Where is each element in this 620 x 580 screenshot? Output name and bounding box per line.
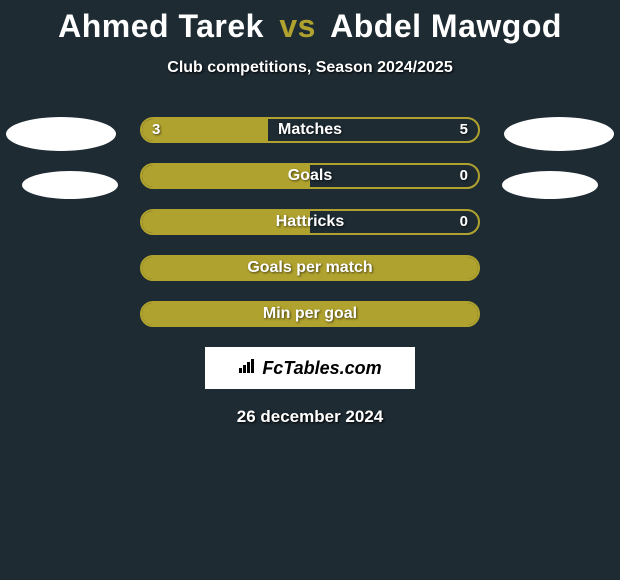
- page-title: Ahmed Tarek vs Abdel Mawgod: [0, 0, 620, 45]
- player2-avatar: [504, 117, 614, 151]
- vs-text: vs: [279, 8, 316, 44]
- bar-label: Min per goal: [142, 303, 478, 325]
- player1-name: Ahmed Tarek: [58, 8, 264, 44]
- logo-text: FcTables.com: [262, 358, 381, 379]
- bar-label: Goals: [142, 165, 478, 187]
- player2-avatar-shadow: [502, 171, 598, 199]
- bar-label: Goals per match: [142, 257, 478, 279]
- logo: FcTables.com: [238, 358, 381, 379]
- bar-chart-icon: [238, 358, 258, 379]
- bar-row: 0Hattricks: [140, 209, 480, 235]
- player1-avatar: [6, 117, 116, 151]
- subtitle: Club competitions, Season 2024/2025: [0, 59, 620, 77]
- date-text: 26 december 2024: [0, 407, 620, 427]
- comparison-content: 35Matches 0Goals 0Hattricks Goals per match…: [0, 117, 620, 427]
- bar-row: 0Goals: [140, 163, 480, 189]
- player2-name: Abdel Mawgod: [330, 8, 562, 44]
- logo-box: FcTables.com: [205, 347, 415, 389]
- player1-avatar-shadow: [22, 171, 118, 199]
- bar-row: Min per goal: [140, 301, 480, 327]
- bar-row: 35Matches: [140, 117, 480, 143]
- bar-label: Matches: [142, 119, 478, 141]
- bar-row: Goals per match: [140, 255, 480, 281]
- bar-label: Hattricks: [142, 211, 478, 233]
- comparison-bars: 35Matches 0Goals 0Hattricks Goals per match…: [140, 117, 480, 327]
